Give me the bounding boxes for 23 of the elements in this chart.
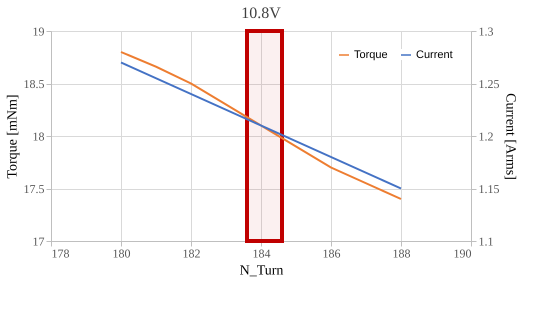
y-axis-title: Torque [mNm] xyxy=(6,94,20,179)
x-tick-label: 182 xyxy=(182,246,200,260)
y-tick-label: 19 xyxy=(32,24,44,38)
y-tick-label: 17.5 xyxy=(24,182,44,196)
y2-tick-label: 1.25 xyxy=(478,77,500,91)
y2-tick-label: 1.3 xyxy=(478,24,494,38)
y-tick-label: 18 xyxy=(32,130,44,144)
legend-label: Torque xyxy=(354,49,388,61)
y2-tick-label: 1.1 xyxy=(478,234,494,248)
legend-label: Current xyxy=(416,49,453,61)
y-tick-label: 18.5 xyxy=(24,77,44,91)
x-axis-title: N_Turn xyxy=(240,264,284,278)
x-tick-label: 178 xyxy=(52,246,70,260)
x-tick-label: 180 xyxy=(112,246,130,260)
x-tick-label: 186 xyxy=(322,246,340,260)
x-tick-label: 184 xyxy=(252,246,270,260)
chart-title: 10.8V xyxy=(241,5,282,22)
y2-tick-label: 1.2 xyxy=(478,130,494,144)
x-tick-label: 190 xyxy=(454,246,472,260)
y2-axis-title: Current [Arms] xyxy=(502,93,518,180)
y2-tick-label: 1.15 xyxy=(478,182,500,196)
x-tick-label: 188 xyxy=(392,246,410,260)
y-tick-label: 17 xyxy=(32,234,44,248)
